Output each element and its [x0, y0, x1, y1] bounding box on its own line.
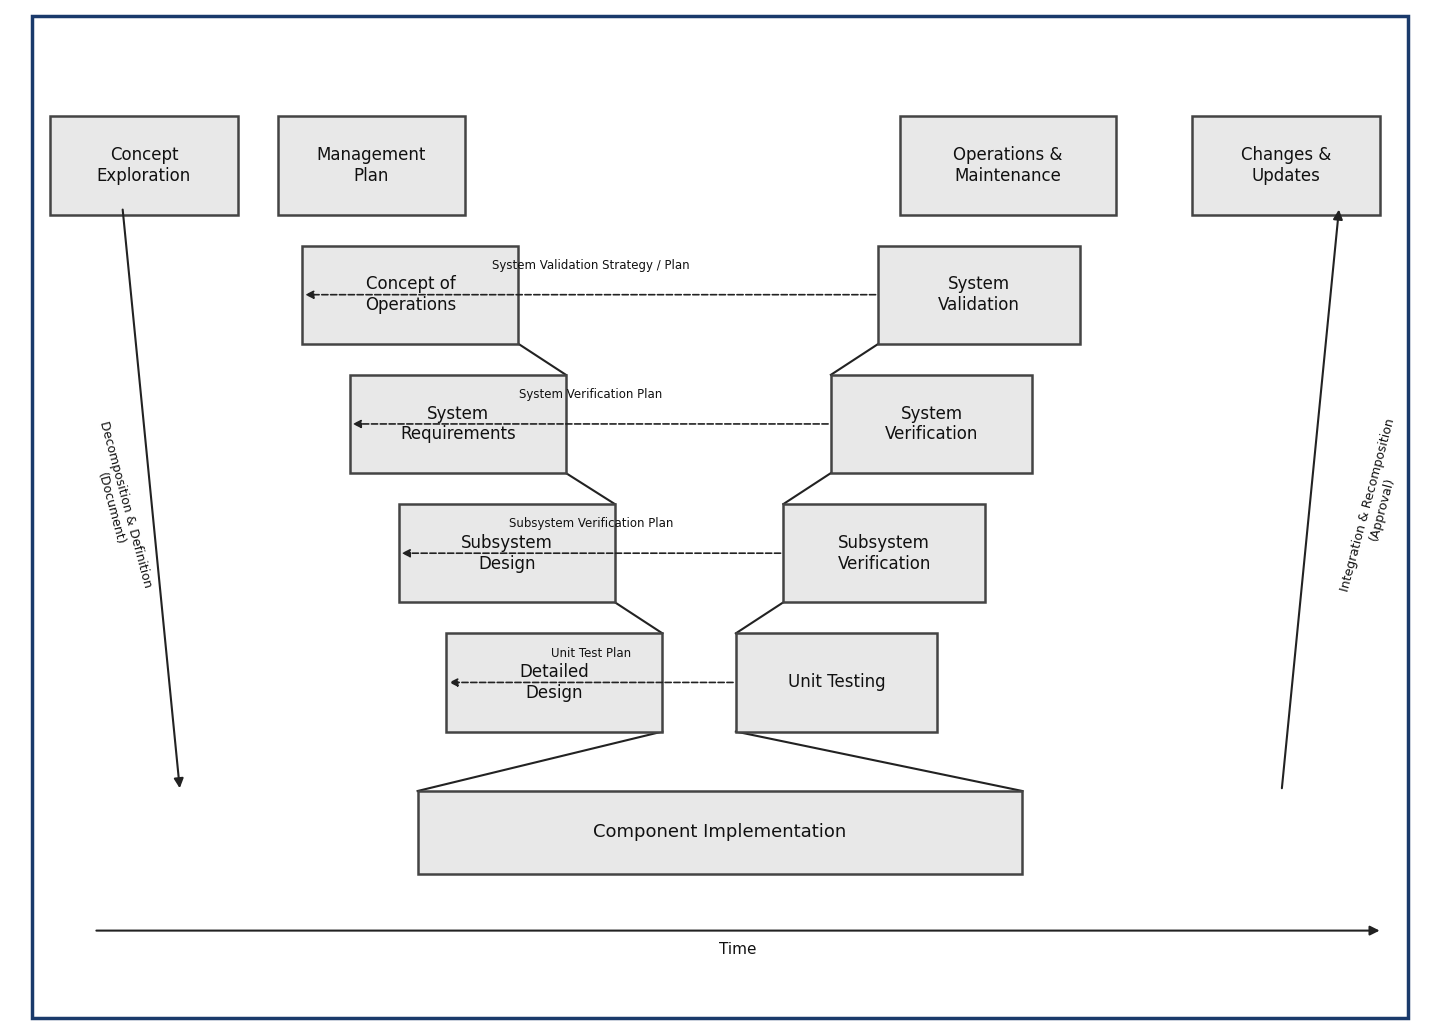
Text: Subsystem
Verification: Subsystem Verification [838, 534, 930, 573]
FancyBboxPatch shape [900, 117, 1116, 215]
Text: System Verification Plan: System Verification Plan [518, 388, 662, 401]
Text: Concept
Exploration: Concept Exploration [96, 146, 192, 185]
FancyBboxPatch shape [446, 633, 662, 732]
FancyBboxPatch shape [878, 246, 1080, 343]
FancyBboxPatch shape [350, 375, 566, 474]
Text: Unit Testing: Unit Testing [788, 673, 886, 692]
Text: Subsystem
Design: Subsystem Design [461, 534, 553, 573]
FancyBboxPatch shape [418, 791, 1022, 874]
FancyBboxPatch shape [302, 246, 518, 343]
Text: Operations &
Maintenance: Operations & Maintenance [953, 146, 1063, 185]
Text: Component Implementation: Component Implementation [593, 823, 847, 842]
Text: Management
Plan: Management Plan [317, 146, 426, 185]
FancyBboxPatch shape [50, 117, 238, 215]
Text: Changes &
Updates: Changes & Updates [1241, 146, 1331, 185]
Text: Time: Time [719, 942, 756, 956]
FancyBboxPatch shape [783, 504, 985, 602]
FancyBboxPatch shape [736, 633, 937, 732]
Text: Decomposition & Definition
(Document): Decomposition & Definition (Document) [82, 420, 154, 594]
Text: System Validation Strategy / Plan: System Validation Strategy / Plan [491, 258, 690, 272]
Text: System
Requirements: System Requirements [400, 404, 516, 444]
FancyBboxPatch shape [1192, 117, 1380, 215]
FancyBboxPatch shape [399, 504, 615, 602]
Text: Unit Test Plan: Unit Test Plan [552, 646, 631, 660]
Text: System
Validation: System Validation [939, 275, 1020, 314]
FancyBboxPatch shape [831, 375, 1032, 474]
Text: Concept of
Operations: Concept of Operations [364, 275, 456, 314]
Text: Detailed
Design: Detailed Design [520, 663, 589, 702]
Text: System
Verification: System Verification [886, 404, 978, 444]
FancyBboxPatch shape [278, 117, 465, 215]
Text: Subsystem Verification Plan: Subsystem Verification Plan [508, 517, 674, 530]
Text: Integration & Recomposition
(Approval): Integration & Recomposition (Approval) [1339, 417, 1411, 597]
